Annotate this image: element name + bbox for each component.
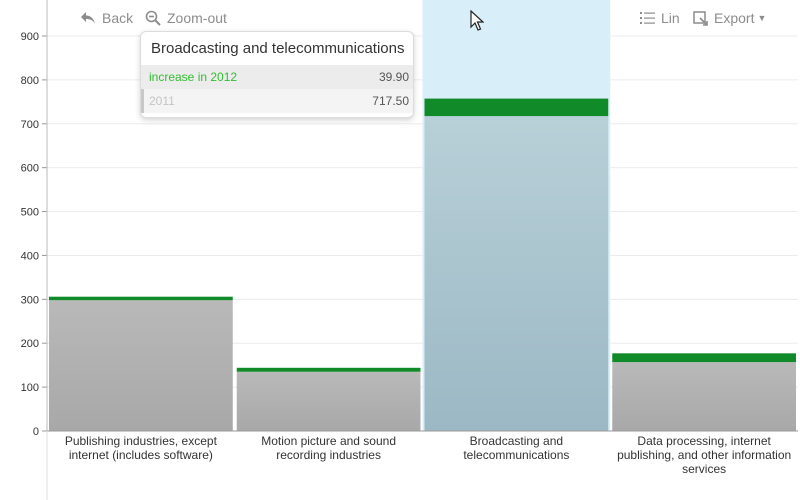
x-tick-label: Motion picture and sound xyxy=(261,434,396,448)
export-label: Export xyxy=(714,10,755,26)
bar-increase-2012 xyxy=(49,296,233,301)
x-tick-label: recording industries xyxy=(276,448,381,462)
tooltip-row-label: increase in 2012 xyxy=(149,70,238,84)
axes xyxy=(42,0,798,500)
y-tick-label: 100 xyxy=(21,382,39,394)
y-tick-label: 900 xyxy=(21,31,39,43)
zoom-out-label: Zoom-out xyxy=(167,10,227,26)
tooltip-row-2011: 2011 717.50 xyxy=(141,89,413,113)
tooltip: Broadcasting and telecommunications incr… xyxy=(140,31,414,118)
export-icon xyxy=(693,10,708,26)
chevron-down-icon: ▼ xyxy=(757,13,767,23)
back-label: Back xyxy=(102,10,134,26)
zoom-out-icon xyxy=(145,10,161,26)
y-tick-label: 800 xyxy=(21,75,39,87)
x-tick-label: Broadcasting and xyxy=(470,434,563,448)
tooltip-row-value: 717.50 xyxy=(372,94,409,108)
x-tick-label: publishing, and other information xyxy=(617,448,791,462)
y-tick-label: 200 xyxy=(21,338,39,350)
x-tick-label: Data processing, internet xyxy=(637,434,771,448)
tooltip-row-value: 39.90 xyxy=(378,70,409,84)
bar-2011 xyxy=(236,371,421,431)
x-tick-label: Publishing industries, except xyxy=(65,434,218,448)
bar-2011 xyxy=(612,362,796,431)
bar-increase-2012 xyxy=(236,367,421,372)
zoom-out-button[interactable]: Zoom-out xyxy=(145,8,227,28)
x-tick-label: internet (includes software) xyxy=(69,448,213,462)
list-icon xyxy=(640,12,655,24)
x-tick-label: telecommunications xyxy=(463,448,569,462)
x-tick-label: services xyxy=(682,462,726,476)
tick-labels: 0 100 200 300 400 500 600 700 800 900 Publishing i… xyxy=(21,31,792,476)
back-arrow-icon xyxy=(81,12,95,24)
mouse-cursor-icon xyxy=(470,10,484,31)
y-tick-label: 400 xyxy=(21,250,39,262)
tooltip-title: Broadcasting and telecommunications xyxy=(151,40,405,57)
y-tick-label: 500 xyxy=(21,207,39,219)
lin-label: Lin xyxy=(661,10,680,26)
y-tick-label: 0 xyxy=(33,426,39,438)
bar-2011 xyxy=(49,300,233,431)
export-button[interactable]: Export ▼ xyxy=(693,8,766,28)
back-button[interactable]: Back xyxy=(80,8,133,28)
bar-increase-2012 xyxy=(612,353,796,363)
y-tick-label: 700 xyxy=(21,119,39,131)
bar-increase-2012 xyxy=(424,98,609,117)
tooltip-row-increase: increase in 2012 39.90 xyxy=(141,65,413,89)
tooltip-row-label: 2011 xyxy=(149,94,175,108)
lin-button[interactable]: Lin xyxy=(640,8,680,28)
y-tick-label: 600 xyxy=(21,163,39,175)
bars xyxy=(49,98,796,431)
bar-2011 xyxy=(424,116,609,431)
y-tick-label: 300 xyxy=(21,294,39,306)
